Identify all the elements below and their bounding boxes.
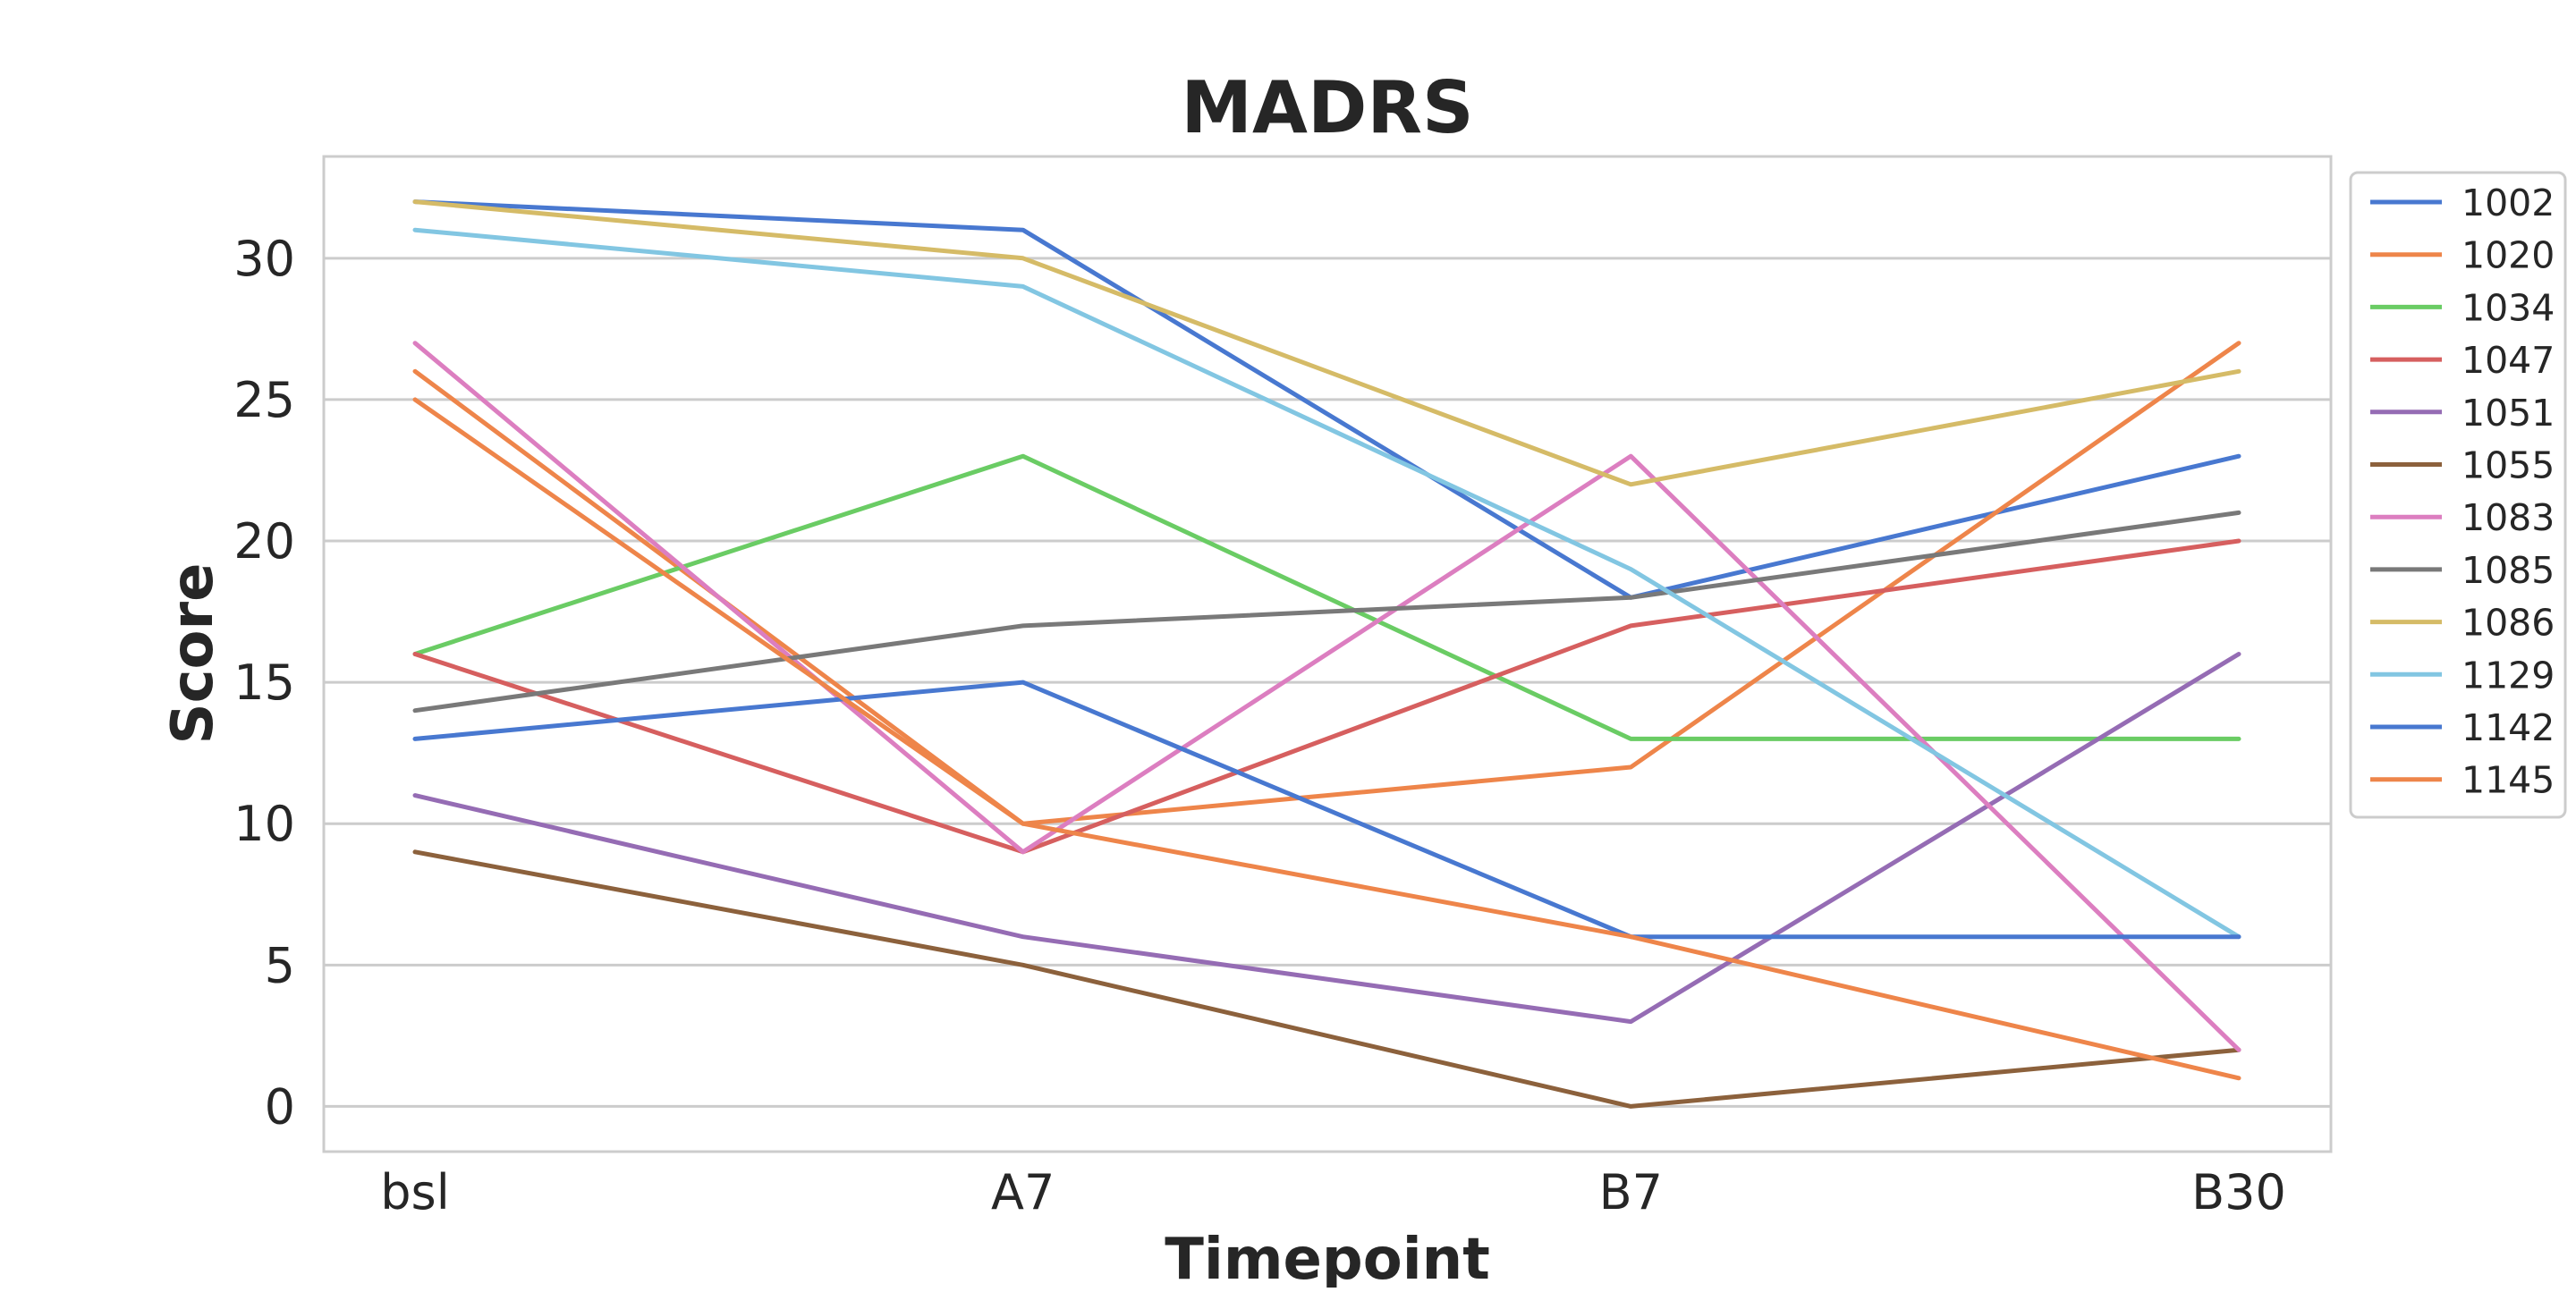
legend-label-1142: 1142 (2462, 706, 2555, 749)
y-axis-ticks: 0 5 10 15 20 25 30 (233, 231, 295, 1136)
y-axis-label: Score (160, 563, 226, 745)
series-line-1085 (412, 510, 2241, 714)
series-line-1047 (412, 538, 2241, 855)
y-tick-label: 10 (233, 796, 295, 852)
legend-label-1085: 1085 (2462, 549, 2555, 592)
legend-label-1002: 1002 (2462, 182, 2555, 224)
y-tick-label: 30 (233, 231, 295, 287)
y-tick-label: 25 (233, 372, 295, 428)
legend: 1002 1020 1034 1047 1051 1055 1083 1085 1086 1129… (2349, 171, 2567, 819)
series-line-1034 (412, 453, 2241, 741)
series-lines (412, 199, 2241, 1109)
legend-label-1051: 1051 (2462, 392, 2555, 435)
x-tick-label-B7: B7 (1599, 1164, 1663, 1220)
legend-label-1083: 1083 (2462, 496, 2555, 539)
x-axis-ticks: bsl A7 B7 B30 (380, 1164, 2286, 1220)
chart-title: MADRS (1181, 66, 1473, 149)
legend-frame (2349, 171, 2567, 819)
x-tick-label-B30: B30 (2191, 1164, 2286, 1220)
series-line-1051 (412, 652, 2241, 1025)
series-line-1129 (412, 227, 2241, 940)
legend-label-1034: 1034 (2462, 286, 2555, 329)
x-tick-label-bsl: bsl (380, 1164, 449, 1220)
series-line-1145 (412, 397, 2241, 1081)
y-tick-label: 0 (265, 1078, 295, 1135)
x-tick-label-A7: A7 (991, 1164, 1055, 1220)
legend-label-1086: 1086 (2462, 602, 2555, 645)
series-line-1002 (412, 199, 2241, 600)
legend-label-1129: 1129 (2462, 654, 2555, 697)
y-tick-label: 15 (233, 654, 295, 711)
series-line-1055 (412, 849, 2241, 1109)
legend-label-1047: 1047 (2462, 339, 2555, 382)
legend-label-1145: 1145 (2462, 759, 2555, 802)
gridlines (324, 257, 2331, 1108)
series-line-1086 (412, 199, 2241, 487)
series-line-1142 (412, 680, 2241, 940)
legend-label-1020: 1020 (2462, 234, 2555, 277)
y-tick-label: 20 (233, 513, 295, 570)
y-tick-label: 5 (265, 937, 295, 993)
legend-label-1055: 1055 (2462, 444, 2555, 487)
x-axis-label: Timepoint (1165, 1227, 1490, 1288)
